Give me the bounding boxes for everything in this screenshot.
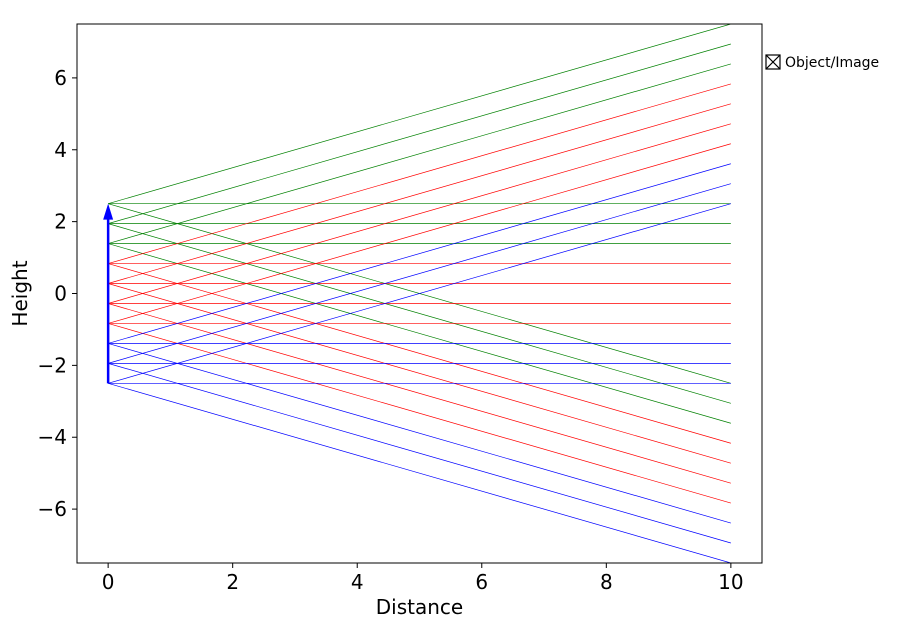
ray-down-9 xyxy=(108,382,731,563)
ray-down-8 xyxy=(108,363,731,544)
y-tick-label: −2 xyxy=(38,353,67,377)
object-arrow-head xyxy=(103,203,114,220)
ray-up-4 xyxy=(108,103,731,284)
ray-up-0 xyxy=(108,24,731,205)
ray-down-4 xyxy=(108,283,731,464)
ray-up-2 xyxy=(108,63,731,244)
ray-down-7 xyxy=(108,343,731,524)
y-axis-ticks: −6 −4 −2 0 2 4 6 xyxy=(38,66,77,521)
rays-layer xyxy=(108,24,731,563)
x-tick-label: 6 xyxy=(475,570,488,594)
y-tick-label: 6 xyxy=(54,66,67,90)
ray-down-5 xyxy=(108,303,731,484)
y-axis-label: Height xyxy=(8,260,32,326)
ray-up-5 xyxy=(108,123,731,304)
ray-down-6 xyxy=(108,323,731,504)
x-tick-label: 0 xyxy=(102,570,115,594)
x-tick-label: 2 xyxy=(226,570,239,594)
crossed-box-icon xyxy=(765,54,781,70)
x-axis-label: Distance xyxy=(376,595,463,619)
y-tick-label: −4 xyxy=(38,425,67,449)
object-layer xyxy=(103,203,114,384)
x-tick-label: 4 xyxy=(351,570,364,594)
ray-up-6 xyxy=(108,143,731,324)
y-tick-label: 0 xyxy=(54,282,67,306)
x-axis-ticks: 0 2 4 6 8 10 xyxy=(102,563,744,594)
ray-up-7 xyxy=(108,163,731,344)
x-tick-label: 8 xyxy=(600,570,613,594)
y-tick-label: 4 xyxy=(54,138,67,162)
ray-up-8 xyxy=(108,183,731,364)
legend: Object/Image xyxy=(765,54,879,71)
ray-down-2 xyxy=(108,243,731,424)
y-tick-label: −6 xyxy=(38,497,67,521)
ray-up-3 xyxy=(108,83,731,264)
legend-label: Object/Image xyxy=(785,55,879,71)
x-tick-label: 10 xyxy=(718,570,743,594)
ray-up-1 xyxy=(108,43,731,224)
y-tick-label: 2 xyxy=(54,210,67,234)
ray-up-9 xyxy=(108,203,731,384)
ray-down-1 xyxy=(108,223,731,404)
ray-down-3 xyxy=(108,263,731,444)
